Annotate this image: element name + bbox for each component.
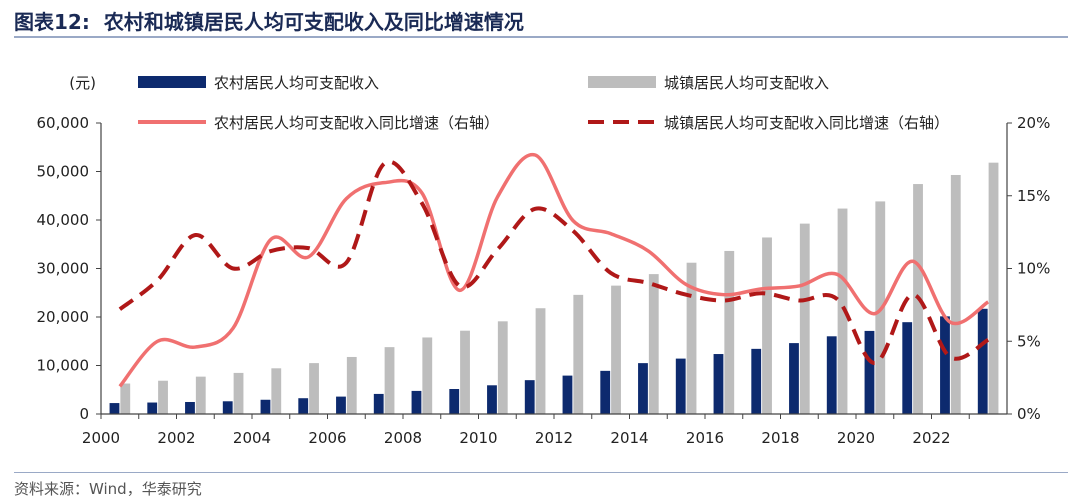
y-right-tick-label: 10% bbox=[1017, 260, 1050, 278]
rural-income-bar bbox=[487, 385, 497, 414]
x-tick-label: 2020 bbox=[837, 429, 875, 447]
x-tick-label: 2008 bbox=[384, 429, 422, 447]
x-tick-label: 2004 bbox=[233, 429, 271, 447]
rural-income-bar bbox=[260, 399, 271, 414]
figure-title-text: 农村和城镇居民人均可支配收入及同比增速情况 bbox=[103, 10, 524, 34]
rural-income-bar bbox=[524, 380, 535, 414]
urban-income-bar bbox=[158, 380, 168, 414]
rural-income-bar bbox=[336, 396, 346, 414]
rural-income-bar bbox=[940, 316, 950, 414]
rural-income-bar bbox=[185, 401, 195, 414]
urban-income-bar bbox=[950, 174, 961, 414]
rural-income-bar bbox=[789, 343, 799, 414]
source-rule bbox=[14, 472, 1068, 473]
legend-label: 城镇居民人均可支配收入同比增速（右轴） bbox=[664, 114, 949, 132]
rural-income-bar bbox=[222, 401, 233, 414]
urban-income-bar bbox=[724, 250, 735, 414]
x-tick-label: 2016 bbox=[686, 429, 724, 447]
rural-income-bar bbox=[449, 389, 460, 414]
rural-income-bar bbox=[675, 358, 686, 414]
urban-income-bar bbox=[346, 356, 357, 414]
rural-income-bar bbox=[864, 330, 875, 414]
rural-income-bar bbox=[298, 398, 309, 414]
rural-income-bar bbox=[109, 403, 120, 414]
urban-income-bar bbox=[611, 285, 621, 414]
rural-income-bar bbox=[751, 348, 762, 414]
urban-growth-line bbox=[118, 159, 990, 366]
urban-income-bar bbox=[195, 376, 206, 414]
y-right-tick-label: 5% bbox=[1017, 332, 1041, 350]
urban-income-bar bbox=[762, 237, 772, 414]
y-left-unit-label: (元) bbox=[69, 74, 96, 92]
urban-income-bar bbox=[120, 383, 131, 414]
rural-income-bar bbox=[713, 354, 724, 414]
source-note: 资料来源：Wind，华泰研究 bbox=[14, 480, 202, 498]
figure-title: 图表12: 农村和城镇居民人均可支配收入及同比增速情况 bbox=[14, 6, 524, 35]
x-tick-label: 2000 bbox=[82, 429, 120, 447]
x-tick-label: 2018 bbox=[761, 429, 799, 447]
urban-income-bar bbox=[648, 274, 659, 414]
y-right-tick-label: 0% bbox=[1017, 405, 1041, 423]
rural-income-bar bbox=[902, 322, 913, 414]
rural-income-bar bbox=[147, 402, 158, 414]
urban-income-bar bbox=[497, 321, 508, 414]
urban-income-bar bbox=[686, 262, 697, 414]
rural-income-bar bbox=[373, 393, 384, 414]
urban-income-bar bbox=[799, 223, 810, 414]
y-left-tick-label: 10,000 bbox=[37, 357, 90, 375]
urban-income-bar bbox=[384, 347, 395, 414]
urban-income-bar bbox=[837, 208, 848, 414]
legend-rural-income-swatch bbox=[138, 76, 206, 88]
y-left-tick-label: 50,000 bbox=[37, 163, 90, 181]
y-left-tick-label: 20,000 bbox=[37, 308, 90, 326]
rural-income-bar bbox=[977, 308, 988, 414]
y-left-tick-label: 40,000 bbox=[37, 211, 90, 229]
rural-income-bar bbox=[411, 390, 422, 414]
figure-number: 图表12: bbox=[14, 10, 90, 34]
urban-income-bar bbox=[535, 308, 546, 414]
x-tick-label: 2012 bbox=[535, 429, 573, 447]
title-rule bbox=[14, 36, 1068, 38]
y-left-tick-label: 30,000 bbox=[37, 260, 90, 278]
legend-urban-income-swatch bbox=[588, 76, 656, 88]
rural-income-bar bbox=[562, 375, 573, 414]
legend-label: 城镇居民人均可支配收入 bbox=[664, 74, 829, 92]
urban-income-bar bbox=[573, 294, 584, 414]
y-right-tick-label: 15% bbox=[1017, 187, 1050, 205]
legend-label: 农村居民人均可支配收入同比增速（右轴） bbox=[214, 114, 499, 132]
y-left-tick-label: 0 bbox=[79, 405, 89, 423]
y-left-tick-label: 60,000 bbox=[37, 114, 90, 132]
rural-income-bar bbox=[826, 336, 837, 414]
x-tick-label: 2002 bbox=[157, 429, 195, 447]
y-right-tick-label: 20% bbox=[1017, 114, 1050, 132]
urban-income-bar bbox=[309, 363, 319, 414]
x-tick-label: 2014 bbox=[610, 429, 648, 447]
x-tick-label: 2010 bbox=[459, 429, 497, 447]
urban-income-bar bbox=[422, 337, 433, 414]
x-tick-label: 2006 bbox=[308, 429, 346, 447]
rural-income-bar bbox=[600, 370, 611, 414]
urban-income-bar bbox=[233, 372, 244, 414]
urban-income-bar bbox=[460, 330, 470, 414]
rural-growth-line bbox=[118, 152, 990, 388]
legend-label: 农村居民人均可支配收入 bbox=[214, 74, 379, 92]
x-tick-label: 2022 bbox=[912, 429, 950, 447]
rural-income-bar bbox=[638, 363, 648, 414]
urban-income-bar bbox=[988, 162, 999, 414]
income-chart: 0 10,000 20,000 30,000 40,000 50,000 60,000 0% 5… bbox=[37, 74, 1051, 447]
urban-income-bar bbox=[271, 368, 282, 414]
